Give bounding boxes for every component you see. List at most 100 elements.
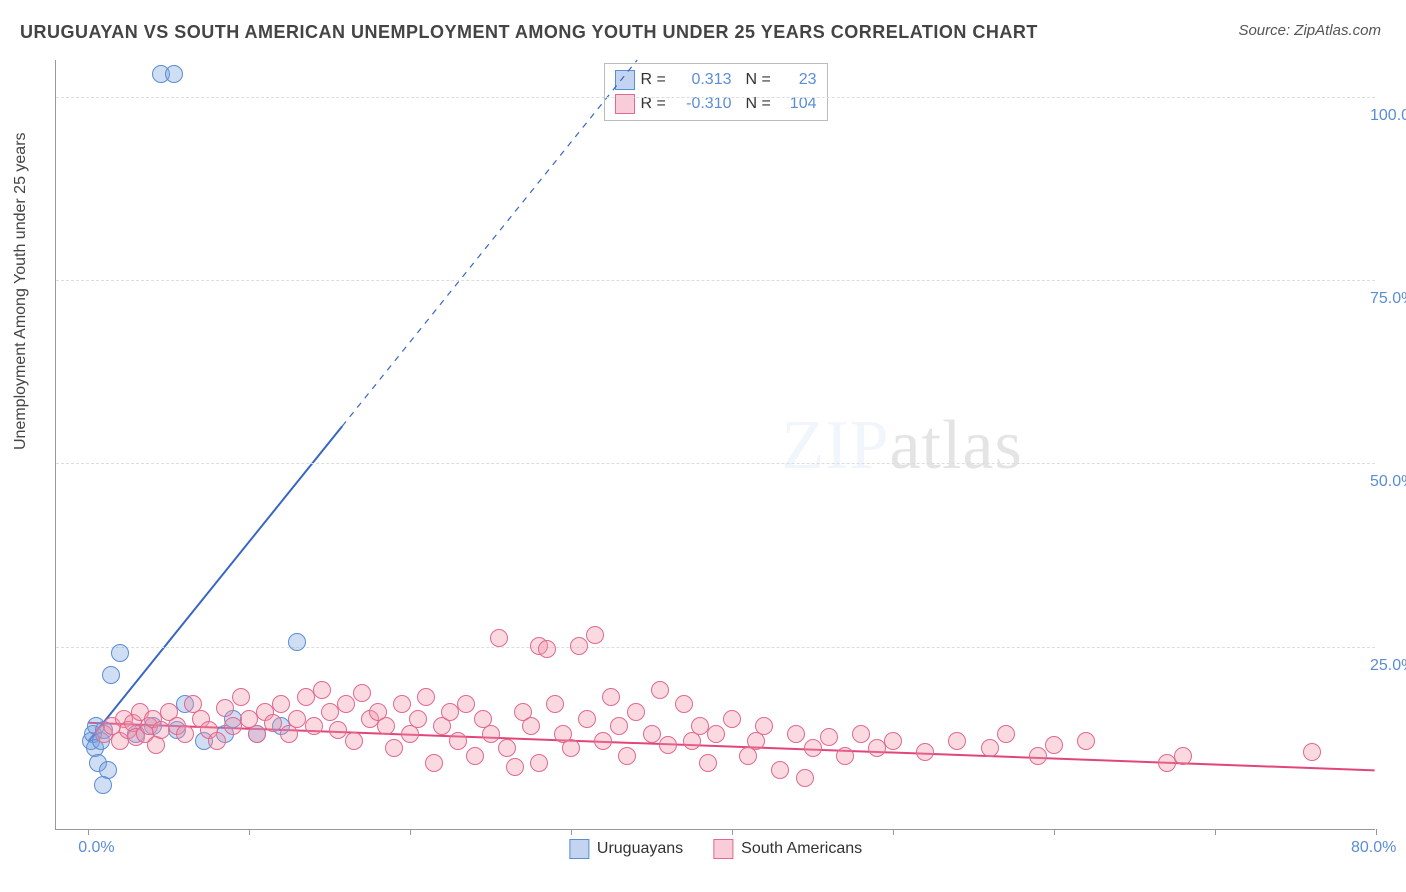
data-point — [208, 732, 226, 750]
data-point — [570, 637, 588, 655]
data-point — [787, 725, 805, 743]
legend-label-south-americans: South Americans — [741, 840, 862, 858]
data-point — [490, 629, 508, 647]
data-point — [305, 717, 323, 735]
r-value-south-americans: -0.310 — [677, 95, 732, 113]
y-axis-label: Unemployment Among Youth under 25 years — [12, 132, 30, 450]
data-point — [884, 732, 902, 750]
data-point — [482, 725, 500, 743]
data-point — [102, 666, 120, 684]
correlation-row-south-americans: R = -0.310 N = 104 — [615, 92, 817, 116]
data-point — [981, 739, 999, 757]
data-point — [1045, 736, 1063, 754]
data-point — [1303, 743, 1321, 761]
data-point — [675, 695, 693, 713]
swatch-uruguayans-icon — [569, 839, 589, 859]
n-label: N = — [746, 95, 776, 113]
data-point — [165, 65, 183, 83]
watermark-zip: ZIP — [781, 407, 889, 484]
x-tick-mark — [249, 829, 250, 835]
series-legend: Uruguayans South Americans — [569, 839, 862, 859]
legend-item-south-americans: South Americans — [713, 839, 862, 859]
x-tick-mark — [1215, 829, 1216, 835]
data-point — [111, 644, 129, 662]
data-point — [345, 732, 363, 750]
data-point — [755, 717, 773, 735]
n-value-uruguayans: 23 — [782, 71, 817, 89]
source-attribution: Source: ZipAtlas.com — [1238, 22, 1381, 39]
data-point — [232, 688, 250, 706]
data-point — [329, 721, 347, 739]
gridline-h — [56, 647, 1375, 648]
data-point — [425, 754, 443, 772]
data-point — [272, 695, 290, 713]
watermark-atlas: atlas — [889, 407, 1022, 484]
data-point — [449, 732, 467, 750]
data-point — [643, 725, 661, 743]
data-point — [1077, 732, 1095, 750]
data-point — [377, 717, 395, 735]
data-point — [916, 743, 934, 761]
chart-container: URUGUAYAN VS SOUTH AMERICAN UNEMPLOYMENT… — [0, 0, 1406, 892]
data-point — [594, 732, 612, 750]
data-point — [804, 739, 822, 757]
x-tick-label: 0.0% — [78, 839, 114, 857]
n-value-south-americans: 104 — [782, 95, 817, 113]
legend-label-uruguayans: Uruguayans — [597, 840, 683, 858]
data-point — [610, 717, 628, 735]
y-tick-label: 75.0% — [1370, 290, 1406, 308]
data-point — [498, 739, 516, 757]
gridline-h — [56, 463, 1375, 464]
data-point — [602, 688, 620, 706]
data-point — [94, 776, 112, 794]
data-point — [948, 732, 966, 750]
data-point — [651, 681, 669, 699]
data-point — [506, 758, 524, 776]
chart-title: URUGUAYAN VS SOUTH AMERICAN UNEMPLOYMENT… — [20, 22, 1038, 43]
watermark: ZIPatlas — [781, 406, 1022, 486]
x-tick-mark — [1054, 829, 1055, 835]
data-point — [409, 710, 427, 728]
correlation-legend: R = 0.313 N = 23 R = -0.310 N = 104 — [604, 63, 828, 121]
data-point — [586, 626, 604, 644]
data-point — [627, 703, 645, 721]
data-point — [337, 695, 355, 713]
x-tick-label: 80.0% — [1351, 839, 1396, 857]
y-tick-label: 100.0% — [1370, 107, 1406, 125]
data-point — [546, 695, 564, 713]
correlation-row-uruguayans: R = 0.313 N = 23 — [615, 68, 817, 92]
data-point — [820, 728, 838, 746]
data-point — [997, 725, 1015, 743]
data-point — [248, 725, 266, 743]
data-point — [264, 714, 282, 732]
data-point — [216, 699, 234, 717]
x-tick-mark — [1376, 829, 1377, 835]
x-tick-mark — [732, 829, 733, 835]
data-point — [538, 640, 556, 658]
r-label: R = — [641, 71, 671, 89]
data-point — [457, 695, 475, 713]
x-tick-mark — [571, 829, 572, 835]
r-label: R = — [641, 95, 671, 113]
data-point — [852, 725, 870, 743]
data-point — [313, 681, 331, 699]
data-point — [618, 747, 636, 765]
data-point — [393, 695, 411, 713]
data-point — [288, 633, 306, 651]
data-point — [1029, 747, 1047, 765]
data-point — [353, 684, 371, 702]
data-point — [417, 688, 435, 706]
x-tick-mark — [893, 829, 894, 835]
data-point — [578, 710, 596, 728]
data-point — [530, 754, 548, 772]
y-tick-label: 25.0% — [1370, 657, 1406, 675]
data-point — [385, 739, 403, 757]
plot-area: ZIPatlas R = 0.313 N = 23 R = -0.310 N =… — [55, 60, 1375, 830]
gridline-h — [56, 280, 1375, 281]
gridline-h — [56, 97, 1375, 98]
data-point — [466, 747, 484, 765]
x-tick-mark — [410, 829, 411, 835]
legend-item-uruguayans: Uruguayans — [569, 839, 683, 859]
data-point — [723, 710, 741, 728]
y-tick-label: 50.0% — [1370, 473, 1406, 491]
